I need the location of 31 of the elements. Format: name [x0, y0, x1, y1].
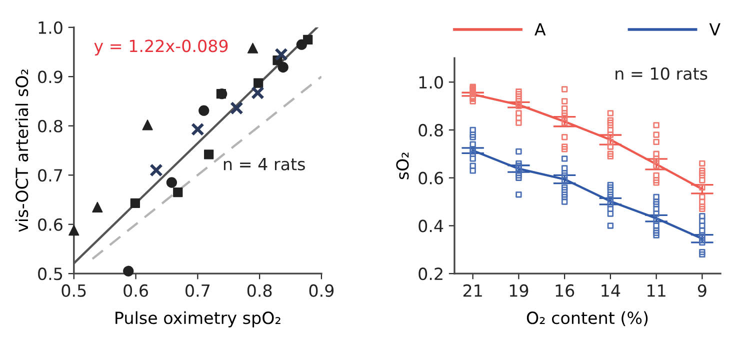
x-tick-label: 0.6 — [124, 284, 148, 297]
annotation: n = 10 rats — [616, 67, 708, 80]
x-tick-label: 0.5 — [62, 284, 86, 297]
y-tick-label: 0.7 — [38, 169, 62, 182]
y-tick-label: 0.9 — [38, 70, 62, 84]
y-axis-title: vis-OCT arterial sO₂ — [15, 70, 28, 232]
x-tick-label: 0.8 — [247, 284, 272, 297]
y-axis-title: sO₂ — [396, 152, 409, 180]
y-tick-label: 0.6 — [38, 218, 62, 231]
legend-label: A — [534, 23, 546, 36]
y-tick-label: 0.4 — [418, 220, 444, 232]
y-tick-label: 0.5 — [38, 268, 62, 280]
x-axis-title: Pulse oximetry spO₂ — [116, 311, 280, 328]
y-tick-label: 0.8 — [418, 124, 443, 137]
x-axis-title: O₂ content (%) — [526, 311, 648, 326]
x-tick-label: 0.7 — [186, 284, 210, 297]
legend-label: V — [709, 23, 720, 36]
y-tick-label: 0.8 — [38, 120, 62, 132]
x-tick-label: 16 — [556, 284, 574, 297]
x-tick-label: 0.9 — [309, 284, 334, 297]
y-tick-label: 0.6 — [418, 172, 444, 184]
annotation: n = 4 rats — [224, 158, 305, 170]
x-tick-label: 11 — [648, 284, 666, 297]
x-tick-label: 19 — [510, 284, 528, 297]
x-tick-label: 14 — [602, 284, 620, 297]
annotation: y = 1.22x-0.089 — [94, 40, 228, 56]
x-tick-label: 9 — [698, 284, 706, 297]
y-tick-label: 0.2 — [418, 268, 442, 280]
y-tick-label: 1.0 — [419, 76, 443, 89]
y-tick-label: 1.0 — [38, 21, 62, 34]
x-tick-label: 21 — [463, 284, 482, 297]
